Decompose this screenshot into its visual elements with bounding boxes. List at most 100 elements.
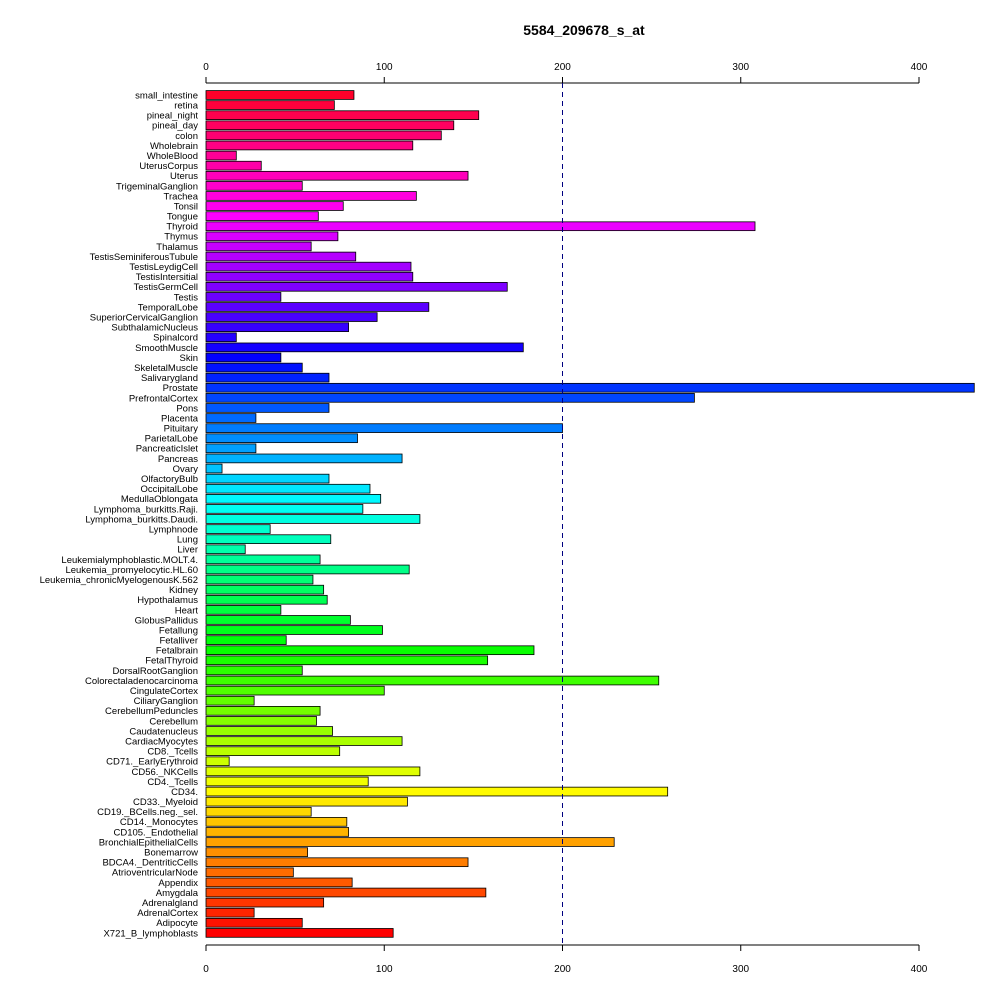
- category-label-5: Wholebrain: [150, 141, 198, 152]
- category-label-9: TrigeminalGanglion: [116, 181, 198, 192]
- category-label-60: CiliaryGanglion: [134, 696, 198, 707]
- bar-12: [205, 211, 319, 221]
- category-label-38: OlfactoryBulb: [141, 474, 198, 485]
- bar-2: [205, 110, 480, 120]
- category-label-75: Bonemarrow: [144, 848, 198, 859]
- category-label-20: Testis: [174, 292, 199, 303]
- bar-55: [205, 645, 535, 656]
- bar-82: [205, 917, 303, 928]
- category-label-25: SmoothMuscle: [135, 343, 198, 354]
- category-label-7: UterusCorpus: [139, 161, 198, 172]
- top-axis-tick-label-1: 100: [376, 62, 393, 73]
- category-label-13: Thyroid: [166, 222, 198, 233]
- category-label-6: WholeBlood: [147, 151, 198, 162]
- bar-8: [205, 170, 469, 181]
- bar-32: [205, 413, 257, 423]
- bar-80: [205, 897, 325, 908]
- bar-17: [205, 261, 412, 272]
- bar-10: [205, 191, 417, 201]
- bar-1: [205, 100, 335, 110]
- bottom-axis-tick-label-4: 400: [911, 964, 928, 975]
- bar-3: [205, 120, 455, 131]
- bar-79: [205, 887, 487, 898]
- bar-48: [205, 574, 314, 585]
- category-label-51: Heart: [175, 605, 199, 616]
- category-label-63: Caudatenucleus: [129, 726, 198, 737]
- bar-7: [205, 160, 262, 171]
- category-label-80: Adrenalgland: [142, 898, 198, 909]
- bar-16: [205, 251, 357, 262]
- bar-27: [205, 362, 303, 373]
- category-label-83: X721_B_lymphoblasts: [103, 928, 198, 939]
- bar-41: [205, 504, 364, 514]
- category-label-53: Fetallung: [159, 625, 198, 636]
- category-label-69: CD34.: [171, 787, 198, 798]
- bar-6: [205, 150, 237, 161]
- category-label-30: PrefrontalCortex: [129, 393, 198, 404]
- bar-61: [205, 706, 321, 716]
- bars-group: [205, 90, 975, 938]
- category-label-35: PancreaticIslet: [136, 444, 199, 455]
- bar-45: [205, 544, 246, 555]
- bar-33: [205, 423, 563, 433]
- category-label-61: CerebellumPeduncles: [105, 706, 198, 717]
- bar-57: [205, 665, 303, 676]
- bottom-axis-tick-label-2: 200: [554, 964, 571, 975]
- bar-14: [205, 231, 339, 242]
- category-label-37: Ovary: [173, 464, 199, 475]
- bottom-axis-tick-label-0: 0: [203, 964, 209, 975]
- bar-23: [205, 322, 350, 332]
- bar-50: [205, 594, 328, 605]
- bar-38: [205, 473, 330, 484]
- bar-69: [205, 786, 669, 797]
- category-label-50: Hypothalamus: [137, 595, 198, 606]
- bar-35: [205, 443, 257, 454]
- category-label-73: CD105._Endothelial: [113, 827, 198, 838]
- category-label-2: pineal_night: [147, 111, 199, 122]
- category-label-0: small_intestine: [135, 90, 198, 101]
- category-label-78: Appendix: [158, 878, 198, 889]
- category-label-3: pineal_day: [152, 121, 198, 132]
- bar-76: [205, 857, 469, 868]
- bar-77: [205, 867, 294, 878]
- bar-18: [205, 271, 414, 282]
- bottom-x-axis: 0 100 200 300 400: [203, 944, 928, 975]
- bar-53: [205, 625, 383, 635]
- bar-60: [205, 695, 255, 706]
- category-label-19: TestisGermCell: [134, 282, 198, 293]
- category-label-14: Thymus: [164, 232, 198, 243]
- category-label-36: Pancreas: [158, 454, 198, 465]
- category-label-8: Uterus: [170, 171, 198, 182]
- category-label-52: GlobusPallidus: [135, 615, 199, 626]
- bar-25: [205, 342, 524, 353]
- chart-title: 5584_209678_s_at: [523, 22, 645, 38]
- category-label-16: TestisSeminiferousTubule: [90, 252, 198, 263]
- bar-46: [205, 554, 321, 565]
- category-label-70: CD33._Myeloid: [133, 797, 198, 808]
- category-label-79: Amygdala: [156, 888, 199, 899]
- bar-75: [205, 847, 308, 857]
- category-label-26: Skin: [180, 353, 198, 364]
- bar-36: [205, 453, 403, 464]
- bar-81: [205, 907, 255, 918]
- bar-71: [205, 806, 312, 817]
- top-x-axis: 0 100 200 300 400: [203, 62, 928, 84]
- category-label-71: CD19._BCells.neg._sel.: [97, 807, 198, 818]
- bar-4: [205, 130, 442, 141]
- bar-42: [205, 514, 421, 524]
- bar-43: [205, 524, 271, 534]
- bar-9: [205, 181, 303, 191]
- top-axis-tick-label-0: 0: [203, 62, 209, 73]
- bar-24: [205, 332, 237, 343]
- bar-44: [205, 534, 332, 544]
- category-label-57: DorsalRootGanglion: [112, 666, 198, 677]
- bar-26: [205, 352, 282, 363]
- category-label-67: CD56._NKCells: [131, 767, 198, 778]
- category-label-64: CardiacMyocytes: [125, 736, 198, 747]
- bar-58: [205, 675, 660, 686]
- category-label-33: Pituitary: [164, 424, 199, 435]
- bar-59: [205, 685, 385, 696]
- category-label-49: Kidney: [169, 585, 198, 596]
- category-label-66: CD71._EarlyErythroid: [106, 757, 198, 768]
